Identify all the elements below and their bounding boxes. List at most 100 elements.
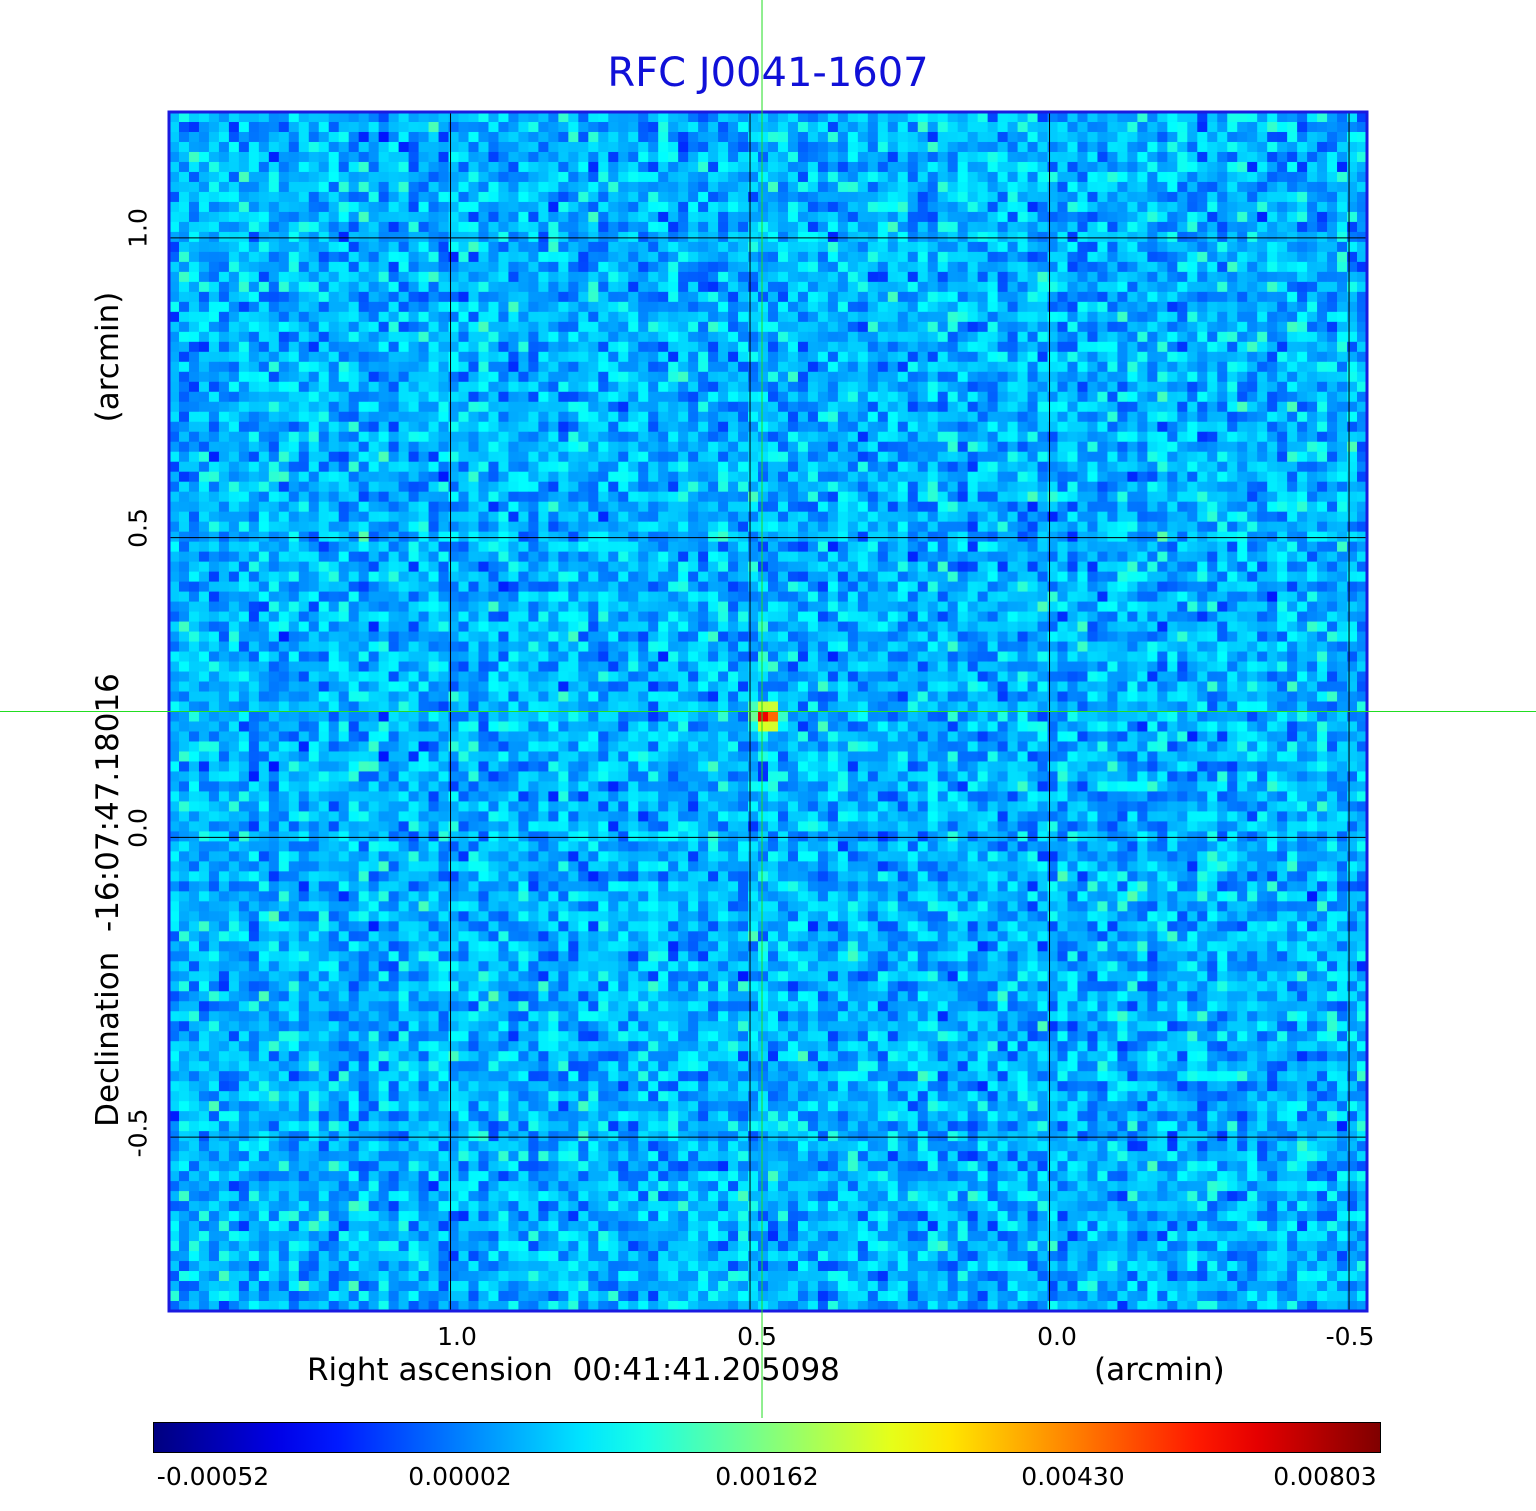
heatmap-cell xyxy=(578,461,589,473)
heatmap-cell xyxy=(977,391,989,403)
heatmap-cell xyxy=(548,281,559,293)
heatmap-cell xyxy=(1067,231,1078,243)
heatmap-cell xyxy=(1307,121,1318,133)
heatmap-cell xyxy=(1127,441,1138,453)
heatmap-cell xyxy=(169,381,180,393)
heatmap-cell xyxy=(618,401,629,413)
heatmap-cell xyxy=(947,281,959,293)
heatmap-cell xyxy=(378,491,390,503)
heatmap-cell xyxy=(528,361,539,373)
heatmap-cell xyxy=(758,311,769,323)
heatmap-cell xyxy=(817,151,829,163)
heatmap-cell xyxy=(1107,191,1118,203)
heatmap-cell xyxy=(308,161,320,173)
heatmap-cell xyxy=(358,211,370,223)
heatmap-cell xyxy=(678,401,689,413)
heatmap-cell xyxy=(438,181,449,193)
heatmap-cell xyxy=(1347,441,1358,453)
heatmap-cell xyxy=(628,311,639,323)
heatmap-cell xyxy=(1297,401,1308,413)
heatmap-cell xyxy=(1237,141,1248,153)
heatmap-cell xyxy=(977,281,989,293)
heatmap-cell xyxy=(648,281,659,293)
heatmap-cell xyxy=(1037,241,1048,253)
heatmap-cell xyxy=(598,451,609,463)
heatmap-cell xyxy=(518,421,529,433)
heatmap-cell xyxy=(678,351,689,363)
heatmap-cell xyxy=(1227,351,1238,363)
heatmap-cell xyxy=(478,181,489,193)
heatmap-cell xyxy=(708,491,719,503)
heatmap-cell xyxy=(1307,271,1318,283)
heatmap-cell xyxy=(1307,211,1318,223)
heatmap-cell xyxy=(328,441,340,453)
heatmap-cell xyxy=(368,211,380,223)
heatmap-cell xyxy=(518,301,529,313)
heatmap-cell xyxy=(1107,411,1118,423)
heatmap-cell xyxy=(678,251,689,263)
heatmap-cell xyxy=(787,381,799,393)
heatmap-cell xyxy=(578,341,589,353)
heatmap-cell xyxy=(528,112,539,123)
heatmap-cell xyxy=(448,341,459,353)
heatmap-cell xyxy=(937,121,949,133)
heatmap-cell xyxy=(328,141,340,153)
heatmap-cell xyxy=(1087,351,1098,363)
heatmap-cell xyxy=(268,341,280,353)
heatmap-cell xyxy=(578,151,589,163)
heatmap-cell xyxy=(1357,121,1368,133)
heatmap-cell xyxy=(278,161,290,173)
heatmap-cell xyxy=(847,171,859,183)
heatmap-cell xyxy=(258,251,270,263)
heatmap-cell xyxy=(548,131,559,143)
heatmap-cell xyxy=(448,331,459,343)
heatmap-cell xyxy=(198,411,210,423)
heatmap-cell xyxy=(318,521,330,533)
heatmap-cell xyxy=(428,431,439,443)
heatmap-cell xyxy=(1227,221,1238,233)
heatmap-cell xyxy=(1297,461,1308,473)
heatmap-cell xyxy=(947,341,959,353)
heatmap-cell xyxy=(1107,121,1118,133)
heatmap-cell xyxy=(907,351,919,363)
heatmap-cell xyxy=(997,351,1008,363)
heatmap-cell xyxy=(1347,411,1358,423)
heatmap-cell xyxy=(807,261,819,273)
heatmap-cell xyxy=(418,491,429,503)
heatmap-cell xyxy=(997,371,1008,383)
heatmap-cell xyxy=(1237,431,1248,443)
heatmap-cell xyxy=(638,251,649,263)
heatmap-cell xyxy=(1057,351,1068,363)
heatmap-cell xyxy=(228,401,240,413)
heatmap-cell xyxy=(947,131,959,143)
heatmap-cell xyxy=(1097,321,1108,333)
heatmap-cell xyxy=(408,151,419,163)
heatmap-cell xyxy=(1347,501,1358,513)
heatmap-cell xyxy=(248,112,260,123)
heatmap-cell xyxy=(638,241,649,253)
heatmap-cell xyxy=(1057,112,1068,123)
heatmap-cell xyxy=(468,411,479,423)
heatmap-cell xyxy=(917,201,929,213)
heatmap-cell xyxy=(418,331,429,343)
heatmap-cell xyxy=(1177,171,1188,183)
heatmap-cell xyxy=(1197,391,1208,403)
heatmap-cell xyxy=(718,241,729,253)
heatmap-cell xyxy=(488,271,499,283)
heatmap-cell xyxy=(907,431,919,443)
heatmap-cell xyxy=(1207,112,1218,123)
heatmap-cell xyxy=(658,451,669,463)
heatmap-cell xyxy=(1207,231,1218,243)
heatmap-cell xyxy=(169,141,180,153)
heatmap-cell xyxy=(648,211,659,223)
heatmap-cell xyxy=(1317,261,1328,273)
heatmap-cell xyxy=(1097,431,1108,443)
heatmap-cell xyxy=(917,321,929,333)
heatmap-cell xyxy=(1147,441,1158,453)
heatmap-cell xyxy=(508,121,519,133)
heatmap-cell xyxy=(588,251,599,263)
heatmap-cell xyxy=(608,221,619,233)
heatmap-cell xyxy=(288,301,300,313)
heatmap-cell xyxy=(288,121,300,133)
heatmap-cell xyxy=(1237,301,1248,313)
